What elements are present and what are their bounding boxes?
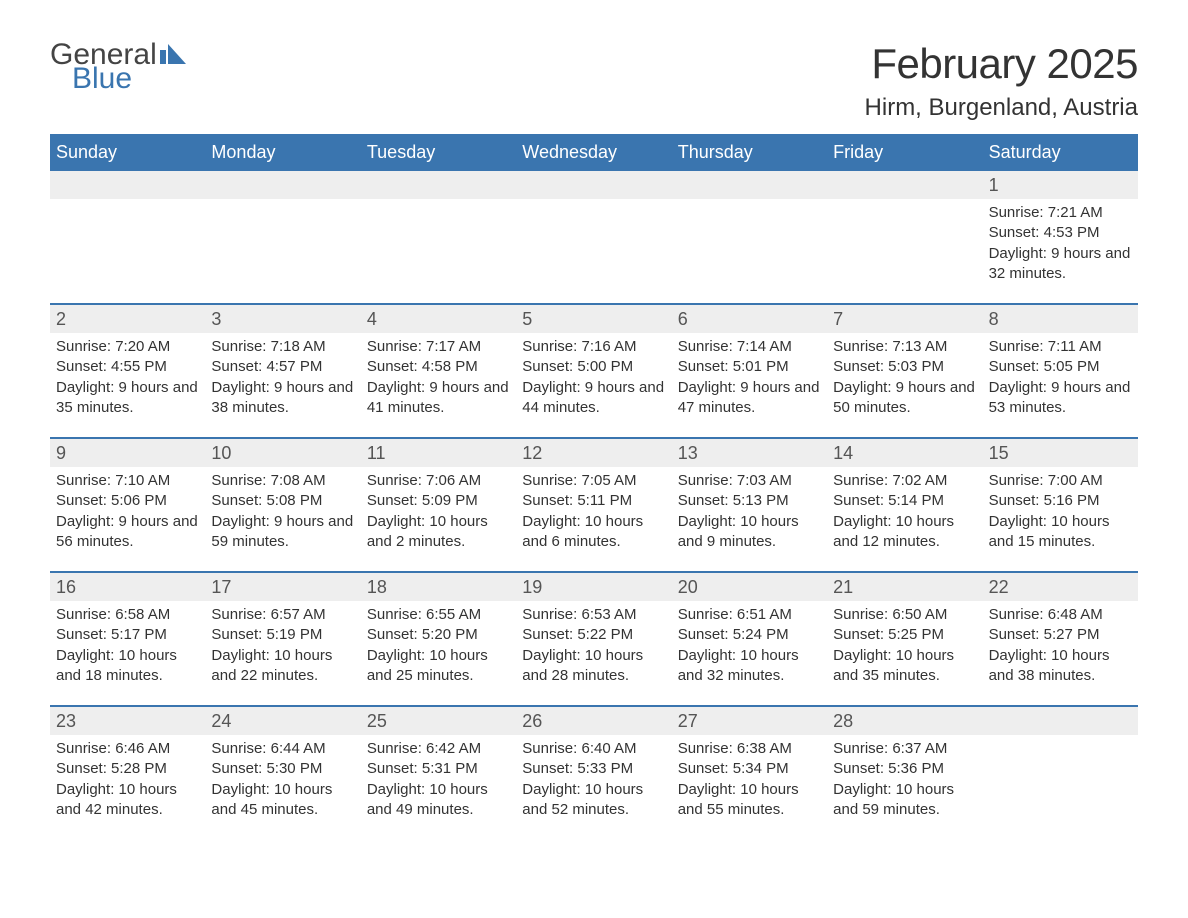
daynum: 7 bbox=[827, 305, 982, 333]
daynum: 1 bbox=[983, 171, 1138, 199]
day-cell: Sunrise: 7:20 AMSunset: 4:55 PMDaylight:… bbox=[50, 333, 205, 437]
week5-daynum-row: 23 24 25 26 27 28 bbox=[50, 705, 1138, 735]
day-cell: Sunrise: 7:08 AMSunset: 5:08 PMDaylight:… bbox=[205, 467, 360, 571]
daynum: 5 bbox=[516, 305, 671, 333]
day-cell bbox=[827, 199, 982, 303]
day-cell: Sunrise: 6:46 AMSunset: 5:28 PMDaylight:… bbox=[50, 735, 205, 839]
day-header-fri: Friday bbox=[827, 134, 982, 171]
day-cell: Sunrise: 7:18 AMSunset: 4:57 PMDaylight:… bbox=[205, 333, 360, 437]
month-title: February 2025 bbox=[865, 40, 1138, 88]
daynum bbox=[827, 171, 982, 199]
brand-text-2: Blue bbox=[72, 64, 186, 94]
title-block: February 2025 Hirm, Burgenland, Austria bbox=[865, 40, 1138, 122]
day-cell: Sunrise: 7:17 AMSunset: 4:58 PMDaylight:… bbox=[361, 333, 516, 437]
daynum: 19 bbox=[516, 573, 671, 601]
day-header-wed: Wednesday bbox=[516, 134, 671, 171]
day-cell: Sunrise: 6:51 AMSunset: 5:24 PMDaylight:… bbox=[672, 601, 827, 705]
daynum: 17 bbox=[205, 573, 360, 601]
daynum: 21 bbox=[827, 573, 982, 601]
day-header-sun: Sunday bbox=[50, 134, 205, 171]
daynum: 23 bbox=[50, 707, 205, 735]
day-cell: Sunrise: 7:02 AMSunset: 5:14 PMDaylight:… bbox=[827, 467, 982, 571]
day-cell bbox=[50, 199, 205, 303]
day-cell: Sunrise: 6:44 AMSunset: 5:30 PMDaylight:… bbox=[205, 735, 360, 839]
day-cell: Sunrise: 7:11 AMSunset: 5:05 PMDaylight:… bbox=[983, 333, 1138, 437]
day-cell: Sunrise: 6:42 AMSunset: 5:31 PMDaylight:… bbox=[361, 735, 516, 839]
daynum: 4 bbox=[361, 305, 516, 333]
week2-daynum-row: 2 3 4 5 6 7 8 bbox=[50, 303, 1138, 333]
day-cell: Sunrise: 6:53 AMSunset: 5:22 PMDaylight:… bbox=[516, 601, 671, 705]
day-header-tue: Tuesday bbox=[361, 134, 516, 171]
day-header-row: Sunday Monday Tuesday Wednesday Thursday… bbox=[50, 134, 1138, 171]
day-cell: Sunrise: 6:38 AMSunset: 5:34 PMDaylight:… bbox=[672, 735, 827, 839]
daynum: 12 bbox=[516, 439, 671, 467]
week2-info-row: Sunrise: 7:20 AMSunset: 4:55 PMDaylight:… bbox=[50, 333, 1138, 437]
day-cell: Sunrise: 6:48 AMSunset: 5:27 PMDaylight:… bbox=[983, 601, 1138, 705]
day-header-thu: Thursday bbox=[672, 134, 827, 171]
daynum: 9 bbox=[50, 439, 205, 467]
week5-info-row: Sunrise: 6:46 AMSunset: 5:28 PMDaylight:… bbox=[50, 735, 1138, 839]
calendar-table: Sunday Monday Tuesday Wednesday Thursday… bbox=[50, 134, 1138, 839]
daynum: 25 bbox=[361, 707, 516, 735]
daynum: 3 bbox=[205, 305, 360, 333]
daynum: 27 bbox=[672, 707, 827, 735]
daynum: 14 bbox=[827, 439, 982, 467]
daynum: 10 bbox=[205, 439, 360, 467]
day-header-sat: Saturday bbox=[983, 134, 1138, 171]
day-cell: Sunrise: 6:37 AMSunset: 5:36 PMDaylight:… bbox=[827, 735, 982, 839]
day-cell: Sunrise: 7:14 AMSunset: 5:01 PMDaylight:… bbox=[672, 333, 827, 437]
day-cell: Sunrise: 7:13 AMSunset: 5:03 PMDaylight:… bbox=[827, 333, 982, 437]
day-cell bbox=[516, 199, 671, 303]
brand-logo: General Blue bbox=[50, 40, 186, 94]
day-cell: Sunrise: 6:50 AMSunset: 5:25 PMDaylight:… bbox=[827, 601, 982, 705]
week4-info-row: Sunrise: 6:58 AMSunset: 5:17 PMDaylight:… bbox=[50, 601, 1138, 705]
day-cell: Sunrise: 7:05 AMSunset: 5:11 PMDaylight:… bbox=[516, 467, 671, 571]
day-cell: Sunrise: 7:10 AMSunset: 5:06 PMDaylight:… bbox=[50, 467, 205, 571]
daynum: 20 bbox=[672, 573, 827, 601]
daynum bbox=[672, 171, 827, 199]
location-subtitle: Hirm, Burgenland, Austria bbox=[865, 94, 1138, 122]
day-cell bbox=[361, 199, 516, 303]
daynum: 26 bbox=[516, 707, 671, 735]
day-cell: Sunrise: 6:58 AMSunset: 5:17 PMDaylight:… bbox=[50, 601, 205, 705]
day-cell: Sunrise: 7:06 AMSunset: 5:09 PMDaylight:… bbox=[361, 467, 516, 571]
daynum: 22 bbox=[983, 573, 1138, 601]
day-cell: Sunrise: 7:16 AMSunset: 5:00 PMDaylight:… bbox=[516, 333, 671, 437]
week3-daynum-row: 9 10 11 12 13 14 15 bbox=[50, 437, 1138, 467]
daynum: 8 bbox=[983, 305, 1138, 333]
day-cell bbox=[205, 199, 360, 303]
daynum bbox=[983, 707, 1138, 735]
daynum: 11 bbox=[361, 439, 516, 467]
daynum: 2 bbox=[50, 305, 205, 333]
daynum: 24 bbox=[205, 707, 360, 735]
daynum: 18 bbox=[361, 573, 516, 601]
day-cell bbox=[672, 199, 827, 303]
day-cell: Sunrise: 7:03 AMSunset: 5:13 PMDaylight:… bbox=[672, 467, 827, 571]
week1-daynum-row: 1 bbox=[50, 171, 1138, 199]
daynum: 15 bbox=[983, 439, 1138, 467]
daynum: 6 bbox=[672, 305, 827, 333]
daynum bbox=[205, 171, 360, 199]
day-cell: Sunrise: 7:21 AMSunset: 4:53 PMDaylight:… bbox=[983, 199, 1138, 303]
week4-daynum-row: 16 17 18 19 20 21 22 bbox=[50, 571, 1138, 601]
daynum: 16 bbox=[50, 573, 205, 601]
week1-info-row: Sunrise: 7:21 AMSunset: 4:53 PMDaylight:… bbox=[50, 199, 1138, 303]
brand-flag-icon bbox=[160, 44, 186, 64]
daynum: 28 bbox=[827, 707, 982, 735]
daynum bbox=[50, 171, 205, 199]
day-cell: Sunrise: 7:00 AMSunset: 5:16 PMDaylight:… bbox=[983, 467, 1138, 571]
day-cell: Sunrise: 6:40 AMSunset: 5:33 PMDaylight:… bbox=[516, 735, 671, 839]
day-cell: Sunrise: 6:55 AMSunset: 5:20 PMDaylight:… bbox=[361, 601, 516, 705]
daynum: 13 bbox=[672, 439, 827, 467]
page-header: General Blue February 2025 Hirm, Burgenl… bbox=[50, 40, 1138, 122]
day-cell bbox=[983, 735, 1138, 839]
day-header-mon: Monday bbox=[205, 134, 360, 171]
day-cell: Sunrise: 6:57 AMSunset: 5:19 PMDaylight:… bbox=[205, 601, 360, 705]
daynum bbox=[516, 171, 671, 199]
daynum bbox=[361, 171, 516, 199]
week3-info-row: Sunrise: 7:10 AMSunset: 5:06 PMDaylight:… bbox=[50, 467, 1138, 571]
